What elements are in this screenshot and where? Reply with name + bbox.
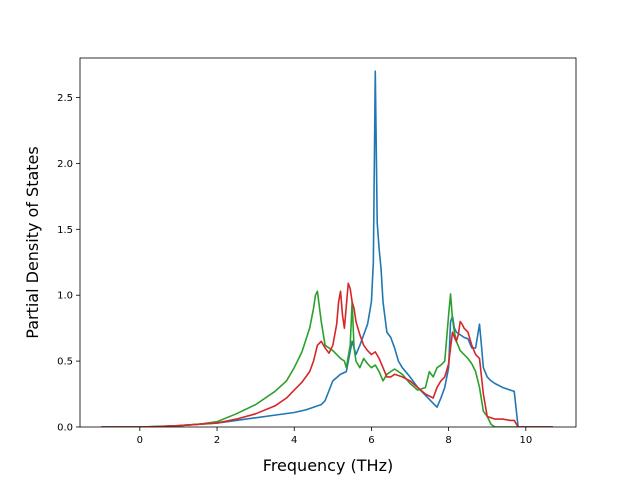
ticks-layer: 0 2 4 6 8 10 0.0 0.5 1.0 1.5 2.0 2.5 <box>57 93 532 446</box>
y-tick-label: 2.0 <box>57 159 73 170</box>
x-tick-label: 6 <box>368 435 374 446</box>
x-tick-label: 8 <box>445 435 451 446</box>
series-layer <box>101 70 553 427</box>
series-line-1 <box>101 70 553 427</box>
x-tick-label: 0 <box>137 435 143 446</box>
x-tick-label: 4 <box>291 435 297 446</box>
plot-frame <box>79 57 577 428</box>
series-line-2 <box>101 290 553 427</box>
y-axis-title: Partial Density of States <box>23 146 42 338</box>
x-tick-label: 2 <box>214 435 220 446</box>
y-tick-label: 1.0 <box>57 291 73 302</box>
y-tick-label: 0.5 <box>57 357 73 368</box>
x-axis-title: Frequency (THz) <box>263 456 393 475</box>
y-tick-label: 2.5 <box>57 93 73 104</box>
series-line-3 <box>101 282 553 427</box>
y-tick-label: 0.0 <box>57 423 73 434</box>
x-tick-label: 10 <box>519 435 532 446</box>
y-tick-label: 1.5 <box>57 225 73 236</box>
